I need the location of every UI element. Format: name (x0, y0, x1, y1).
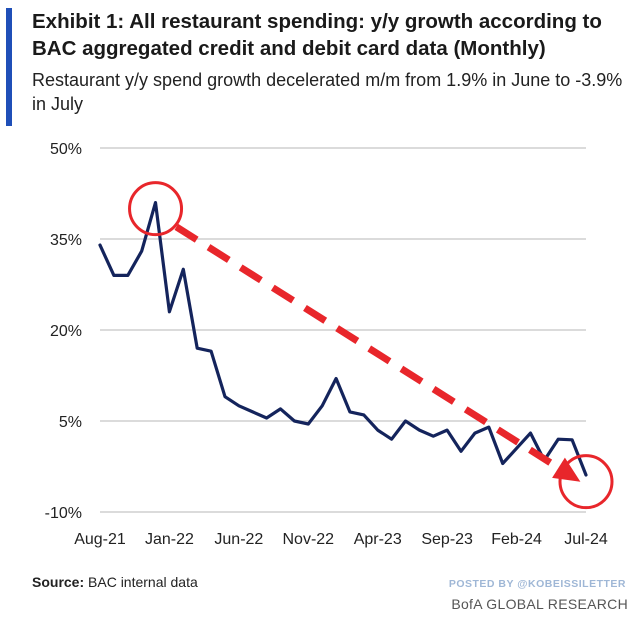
highlight-circle (558, 454, 614, 510)
x-tick-label: Jul-24 (564, 531, 608, 548)
y-tick-label: 35% (50, 232, 82, 249)
x-tick-label: Feb-24 (491, 531, 542, 548)
series-line (98, 200, 588, 477)
x-tick-label: Apr-23 (354, 531, 402, 548)
x-tick-label: Aug-21 (74, 531, 126, 548)
trend-arrow-head (552, 457, 581, 482)
y-tick-label: 50% (50, 141, 82, 158)
highlight-circle (128, 181, 184, 237)
x-tick-label: Jun-22 (214, 531, 263, 548)
source-note: Source: BAC internal data (32, 574, 198, 590)
y-tick-label: 20% (50, 323, 82, 340)
line-chart: 50% 35% 20% 5% -10% Aug-21 Jan-22 Jun-22 Nov-22 A… (45, 141, 614, 548)
y-tick-label: 5% (59, 414, 82, 431)
x-tick-label: Jan-22 (145, 531, 194, 548)
y-tick-label: -10% (45, 505, 82, 522)
source-label: Source: (32, 574, 85, 590)
trend-arrow-shaft (174, 223, 561, 471)
source-text: BAC internal data (88, 574, 198, 590)
x-tick-label: Nov-22 (282, 531, 334, 548)
accent-bar (6, 8, 12, 126)
chart-title: Exhibit 1: All restaurant spending: y/y … (32, 10, 602, 60)
chart-subtitle: Restaurant y/y spend growth decelerated … (32, 70, 623, 114)
watermark: POSTED BY @KOBEISSILETTER (448, 578, 626, 590)
brand-label: BofA GLOBAL RESEARCH (451, 596, 628, 612)
x-tick-label: Sep-23 (421, 531, 473, 548)
